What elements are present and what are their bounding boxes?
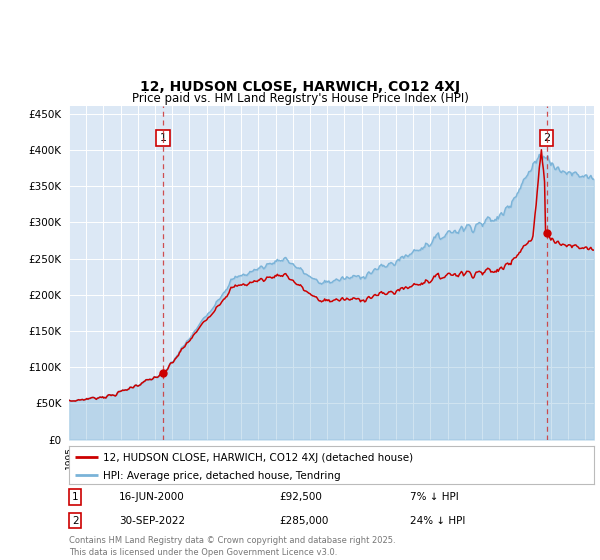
- Text: Contains HM Land Registry data © Crown copyright and database right 2025.
This d: Contains HM Land Registry data © Crown c…: [69, 536, 395, 557]
- Text: 2: 2: [72, 516, 79, 526]
- Text: HPI: Average price, detached house, Tendring: HPI: Average price, detached house, Tend…: [103, 471, 341, 481]
- Text: 7% ↓ HPI: 7% ↓ HPI: [410, 492, 459, 502]
- Text: £285,000: £285,000: [279, 516, 328, 526]
- Text: Price paid vs. HM Land Registry's House Price Index (HPI): Price paid vs. HM Land Registry's House …: [131, 92, 469, 105]
- Text: 30-SEP-2022: 30-SEP-2022: [119, 516, 185, 526]
- Text: 16-JUN-2000: 16-JUN-2000: [119, 492, 185, 502]
- Text: 12, HUDSON CLOSE, HARWICH, CO12 4XJ (detached house): 12, HUDSON CLOSE, HARWICH, CO12 4XJ (det…: [103, 452, 413, 463]
- Text: £92,500: £92,500: [279, 492, 322, 502]
- Text: 1: 1: [160, 133, 166, 143]
- Text: 12, HUDSON CLOSE, HARWICH, CO12 4XJ: 12, HUDSON CLOSE, HARWICH, CO12 4XJ: [140, 80, 460, 94]
- Text: 2: 2: [543, 133, 550, 143]
- Text: 24% ↓ HPI: 24% ↓ HPI: [410, 516, 466, 526]
- Text: 1: 1: [72, 492, 79, 502]
